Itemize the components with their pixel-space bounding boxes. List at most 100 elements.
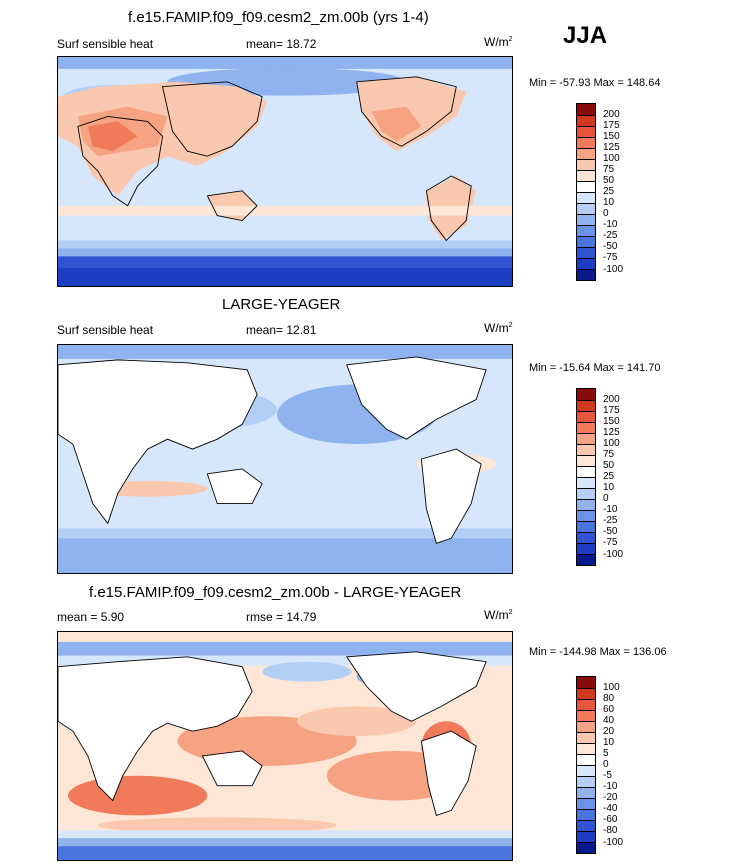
panel2-cb-swatch xyxy=(576,422,596,433)
panel3-cb-swatch xyxy=(576,721,596,732)
panel1-map-svg xyxy=(58,57,512,286)
panel3-cb-swatch xyxy=(576,688,596,699)
season-label: JJA xyxy=(563,22,608,49)
panel2-cb-swatch xyxy=(576,521,596,532)
panel3-map xyxy=(57,631,513,861)
panel1-cb-swatch xyxy=(576,170,596,181)
panel1-cb-tick: 25 xyxy=(603,186,615,197)
panel2-cb-tick: -10 xyxy=(603,504,618,515)
panel1-mean-label: mean= 18.72 xyxy=(246,37,317,51)
panel1-map xyxy=(57,56,513,287)
panel3-minmax: Min = -144.98 Max = 136.06 xyxy=(529,646,667,658)
panel2-cb-tick: 175 xyxy=(603,405,620,416)
panel2-cb-swatch xyxy=(576,466,596,477)
panel3-map-svg xyxy=(58,632,512,860)
panel3-cb-tick: 5 xyxy=(603,748,609,759)
panel1-cb-swatch xyxy=(576,225,596,236)
panel3-cb-swatch xyxy=(576,842,596,854)
panel1-cb-swatch xyxy=(576,159,596,170)
panel2-cb-tick: -100 xyxy=(603,549,624,560)
panel3-cb-swatch xyxy=(576,743,596,754)
panel1-cb-tick: 10 xyxy=(603,197,615,208)
panel3-cb-tick: -100 xyxy=(603,837,624,848)
panel3-cb-tick: -40 xyxy=(603,803,618,814)
panel1-cb-tick: 175 xyxy=(603,120,620,131)
panel3-cb-swatch xyxy=(576,820,596,831)
panel3-cb-tick: 10 xyxy=(603,737,615,748)
panel3-cb-tick: 100 xyxy=(603,682,620,693)
panel3-cb-swatch xyxy=(576,798,596,809)
panel1-units: W/m2 xyxy=(484,35,513,49)
panel3-cb-swatch xyxy=(576,676,596,688)
panel3-cb-tick: -80 xyxy=(603,825,618,836)
panel2-cb-tick: 150 xyxy=(603,416,620,427)
panel1-cb-tick: 75 xyxy=(603,164,615,175)
panel2-cb-tick: 200 xyxy=(603,394,620,405)
panel1-cb-swatch xyxy=(576,203,596,214)
panel2-mean-label: mean= 12.81 xyxy=(246,323,317,337)
panel3-cb-swatch xyxy=(576,710,596,721)
panel2-cb-tick: 0 xyxy=(603,493,609,504)
panel1-cb-swatch xyxy=(576,269,596,281)
panel1-cb-tick: 150 xyxy=(603,131,620,142)
panel3-cb-tick: 80 xyxy=(603,693,615,704)
panel2-map xyxy=(57,344,513,574)
panel1-cb-swatch xyxy=(576,148,596,159)
panel3-cb-tick: -10 xyxy=(603,781,618,792)
panel3-cb-swatch xyxy=(576,699,596,710)
panel3-cb-swatch xyxy=(576,776,596,787)
panel1-cb-tick: -100 xyxy=(603,264,624,275)
panel3-mean-label: mean = 5.90 xyxy=(57,610,125,624)
panel3-cb-swatch xyxy=(576,754,596,765)
panel1-cb-tick: 100 xyxy=(603,153,620,164)
panel3-cb-tick: -20 xyxy=(603,792,618,803)
panel2-cb-swatch xyxy=(576,455,596,466)
panel3-cb-swatch xyxy=(576,765,596,776)
panel1-cb-swatch xyxy=(576,103,596,115)
panel1-cb-swatch xyxy=(576,247,596,258)
panel2-cb-swatch xyxy=(576,543,596,554)
panel3-cb-swatch xyxy=(576,787,596,798)
panel2-cb-swatch xyxy=(576,388,596,400)
panel1-cb-swatch xyxy=(576,181,596,192)
panel2-variable-label: Surf sensible heat xyxy=(57,323,154,337)
panel3-cb-swatch xyxy=(576,809,596,820)
panel1-minmax: Min = -57.93 Max = 148.64 xyxy=(529,77,661,89)
panel1-cb-tick: 50 xyxy=(603,175,615,186)
panel2-title: LARGE-YEAGER xyxy=(222,296,341,313)
panel2-cb-tick: 50 xyxy=(603,460,615,471)
panel1-cb-tick: 0 xyxy=(603,208,609,219)
panel2-cb-swatch xyxy=(576,488,596,499)
panel2-cb-swatch xyxy=(576,444,596,455)
panel2-cb-tick: 75 xyxy=(603,449,615,460)
panel2-cb-swatch xyxy=(576,510,596,521)
panel3-cb-tick: -5 xyxy=(603,770,612,781)
panel3-cb-tick: 0 xyxy=(603,759,609,770)
panel3-rmse-label: rmse = 14.79 xyxy=(246,610,317,624)
panel1-cb-swatch xyxy=(576,192,596,203)
panel2-cb-swatch xyxy=(576,499,596,510)
panel3-cb-swatch xyxy=(576,732,596,743)
panel2-cb-tick: -50 xyxy=(603,526,618,537)
panel3-cb-tick: 20 xyxy=(603,726,615,737)
panel2-cb-swatch xyxy=(576,433,596,444)
panel1-cb-tick: -10 xyxy=(603,219,618,230)
panel2-cb-swatch xyxy=(576,532,596,543)
panel2-units: W/m2 xyxy=(484,321,513,335)
panel1-cb-swatch xyxy=(576,258,596,269)
panel1-cb-swatch xyxy=(576,126,596,137)
panel2-cb-tick: -25 xyxy=(603,515,618,526)
panel3-cb-tick: 40 xyxy=(603,715,615,726)
panel2-cb-swatch xyxy=(576,554,596,566)
panel2-cb-tick: 25 xyxy=(603,471,615,482)
panel1-cb-tick: -25 xyxy=(603,230,618,241)
panel2-cb-swatch xyxy=(576,400,596,411)
panel1-cb-swatch xyxy=(576,137,596,148)
panel1-cb-swatch xyxy=(576,115,596,126)
panel1-variable-label: Surf sensible heat xyxy=(57,37,154,51)
panel1-cb-swatch xyxy=(576,236,596,247)
panel3-cb-tick: 60 xyxy=(603,704,615,715)
panel2-cb-tick: 100 xyxy=(603,438,620,449)
panel2-minmax: Min = -15.64 Max = 141.70 xyxy=(529,362,661,374)
panel2-cb-swatch xyxy=(576,411,596,422)
